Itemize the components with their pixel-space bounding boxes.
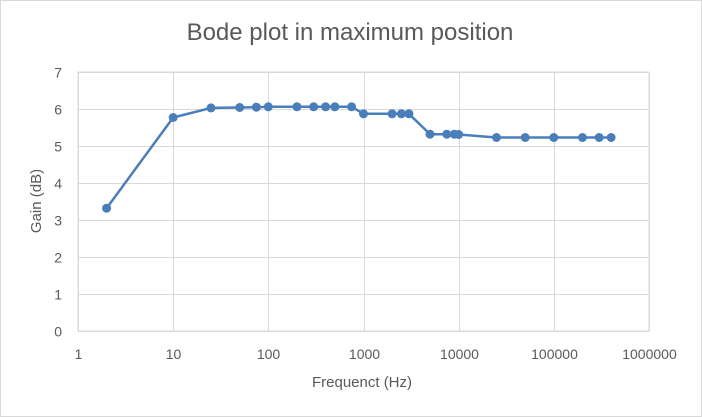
series-gain: [102, 102, 616, 213]
data-point: [347, 102, 357, 112]
data-point: [549, 133, 559, 142]
data-point: [359, 109, 368, 119]
x-tick-label: 1000000: [622, 346, 677, 362]
data-point: [578, 133, 587, 142]
y-axis-label: Gain (dB): [28, 169, 45, 233]
data-point: [454, 130, 464, 139]
data-point: [251, 102, 261, 112]
data-point: [492, 133, 501, 142]
data-point: [594, 133, 604, 142]
x-tick-label: 10000: [440, 346, 479, 362]
x-axis-ticks: 1 10 100 1000 10000 100000 1000000: [75, 346, 677, 362]
chart-title: Bode plot in maximum position: [187, 19, 514, 46]
data-point: [520, 133, 530, 142]
y-tick-label: 3: [54, 213, 62, 229]
data-point: [330, 102, 340, 112]
data-point: [442, 129, 452, 139]
y-tick-label: 2: [54, 250, 62, 266]
data-point: [425, 129, 435, 139]
data-point: [309, 102, 319, 112]
x-axis-label: Frequenct (Hz): [312, 374, 412, 391]
data-point: [235, 103, 245, 112]
data-point: [387, 109, 397, 119]
y-tick-label: 5: [54, 139, 62, 155]
y-tick-label: 4: [54, 176, 62, 192]
data-point: [321, 102, 331, 112]
data-point: [404, 109, 414, 119]
data-point: [168, 113, 178, 122]
x-tick-label: 10: [166, 346, 182, 362]
data-point: [102, 203, 112, 213]
data-point: [606, 133, 616, 142]
y-axis-ticks: 0 1 2 3 4 5 6 7: [54, 65, 62, 340]
data-point: [263, 102, 273, 112]
y-tick-label: 1: [54, 287, 62, 303]
plot-area-border: [77, 71, 650, 332]
x-tick-label: 100: [257, 346, 281, 362]
y-tick-label: 6: [54, 102, 62, 118]
y-tick-label: 0: [54, 324, 62, 340]
x-tick-label: 1000: [349, 346, 380, 362]
data-point: [292, 102, 302, 112]
data-point: [206, 103, 216, 113]
x-tick-label: 100000: [531, 346, 578, 362]
y-tick-label: 7: [54, 65, 62, 81]
x-tick-label: 1: [75, 346, 83, 362]
data-point: [396, 109, 406, 119]
